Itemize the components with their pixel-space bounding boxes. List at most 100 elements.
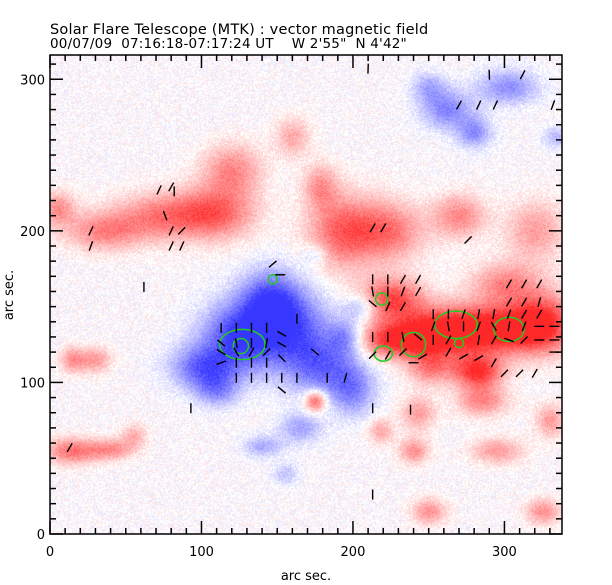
field-vector	[277, 330, 287, 338]
field-vector	[277, 341, 287, 348]
field-vector	[168, 182, 175, 192]
field-vector	[490, 335, 497, 345]
field-vector	[233, 347, 240, 357]
contour-layer	[218, 274, 525, 362]
field-vector	[88, 241, 94, 251]
field-vector	[461, 309, 466, 320]
field-vector	[262, 348, 271, 357]
field-vector	[216, 360, 227, 366]
field-vector	[417, 353, 428, 360]
field-vector	[492, 309, 496, 320]
x-tick-label: 100	[189, 545, 214, 560]
contour-line	[434, 310, 478, 340]
field-vector	[506, 309, 512, 320]
field-vector	[515, 369, 524, 378]
field-vector	[179, 241, 185, 251]
y-axis-label: arc sec.	[2, 270, 17, 320]
field-vector	[277, 354, 286, 363]
field-vector	[500, 369, 509, 378]
field-vector	[414, 274, 422, 285]
field-vector	[505, 279, 513, 289]
field-vector	[519, 69, 526, 80]
field-vector	[177, 226, 186, 235]
axes: 0 100 200 300 0 100 200 300	[20, 54, 563, 560]
position-north: N 4'42"	[355, 36, 407, 52]
y-tick-label: 0	[37, 528, 45, 543]
field-vector	[216, 339, 226, 347]
field-vector	[414, 286, 422, 297]
field-vector	[156, 185, 162, 195]
field-vector	[248, 347, 255, 357]
field-vector	[369, 223, 376, 233]
field-vector	[216, 348, 226, 356]
field-vector	[385, 301, 391, 312]
field-vector	[455, 100, 463, 110]
field-vector	[521, 279, 528, 289]
contour-line	[453, 337, 465, 349]
field-vector	[521, 321, 527, 332]
field-vector	[464, 235, 473, 244]
field-vector	[399, 274, 407, 285]
field-vector	[168, 226, 174, 236]
field-vector	[371, 286, 375, 297]
field-vector	[343, 372, 348, 383]
field-vector	[475, 100, 482, 110]
field-vector	[505, 297, 513, 307]
field-vector	[430, 321, 436, 332]
field-vector	[400, 286, 406, 297]
field-vector	[234, 337, 238, 349]
field-vector	[490, 321, 497, 332]
field-vector	[537, 297, 542, 308]
y-tick-label: 100	[20, 376, 45, 391]
field-vector	[88, 226, 94, 236]
field-vector	[536, 309, 543, 319]
field-vector	[504, 337, 514, 343]
field-vector	[368, 299, 377, 308]
field-vector	[521, 309, 528, 319]
field-vector	[380, 223, 387, 233]
field-vector	[531, 368, 538, 379]
field-vector	[476, 321, 482, 332]
position-west: W 2'55"	[291, 36, 347, 52]
field-vector	[413, 333, 423, 341]
contour-line	[373, 345, 394, 362]
field-vector	[168, 241, 174, 251]
contour-line	[493, 316, 525, 343]
field-vector	[550, 100, 556, 110]
contour-line	[232, 337, 250, 355]
field-vector	[477, 309, 481, 320]
vector-field-layer	[66, 63, 560, 500]
field-vector	[507, 321, 511, 332]
contour-line	[267, 274, 278, 285]
field-vector	[265, 337, 269, 349]
field-vector	[277, 386, 287, 394]
field-vector	[477, 334, 481, 346]
contour-line	[374, 292, 389, 306]
field-vector	[458, 353, 469, 360]
y-tick-label: 300	[20, 73, 45, 88]
field-vector	[536, 279, 543, 289]
x-axis-label: arc sec.	[281, 569, 331, 584]
contour-line	[400, 331, 427, 358]
field-vector	[521, 297, 528, 307]
field-vector	[474, 355, 484, 362]
contour-line	[218, 328, 266, 361]
chart-title: Solar Flare Telescope (MTK) : vector mag…	[50, 22, 429, 38]
x-tick-label: 300	[492, 545, 517, 560]
field-vector	[492, 100, 499, 110]
field-vector	[401, 331, 405, 342]
observation-time: 07:16:18-07:17:24 UT	[121, 36, 274, 52]
field-vector	[66, 442, 73, 453]
chart-subtitle: 00/07/09 07:16:18-07:17:24 UT W 2'55" N …	[50, 37, 407, 52]
plot-frame	[49, 54, 563, 535]
observation-date: 00/07/09	[50, 36, 113, 52]
field-vector	[446, 321, 450, 332]
magnetogram-image	[50, 55, 562, 534]
y-tick-label: 200	[20, 225, 45, 240]
field-vector	[520, 335, 529, 345]
field-vector	[162, 210, 168, 221]
x-tick-label: 0	[46, 545, 54, 560]
field-vector	[445, 347, 452, 357]
field-vector	[490, 358, 497, 368]
